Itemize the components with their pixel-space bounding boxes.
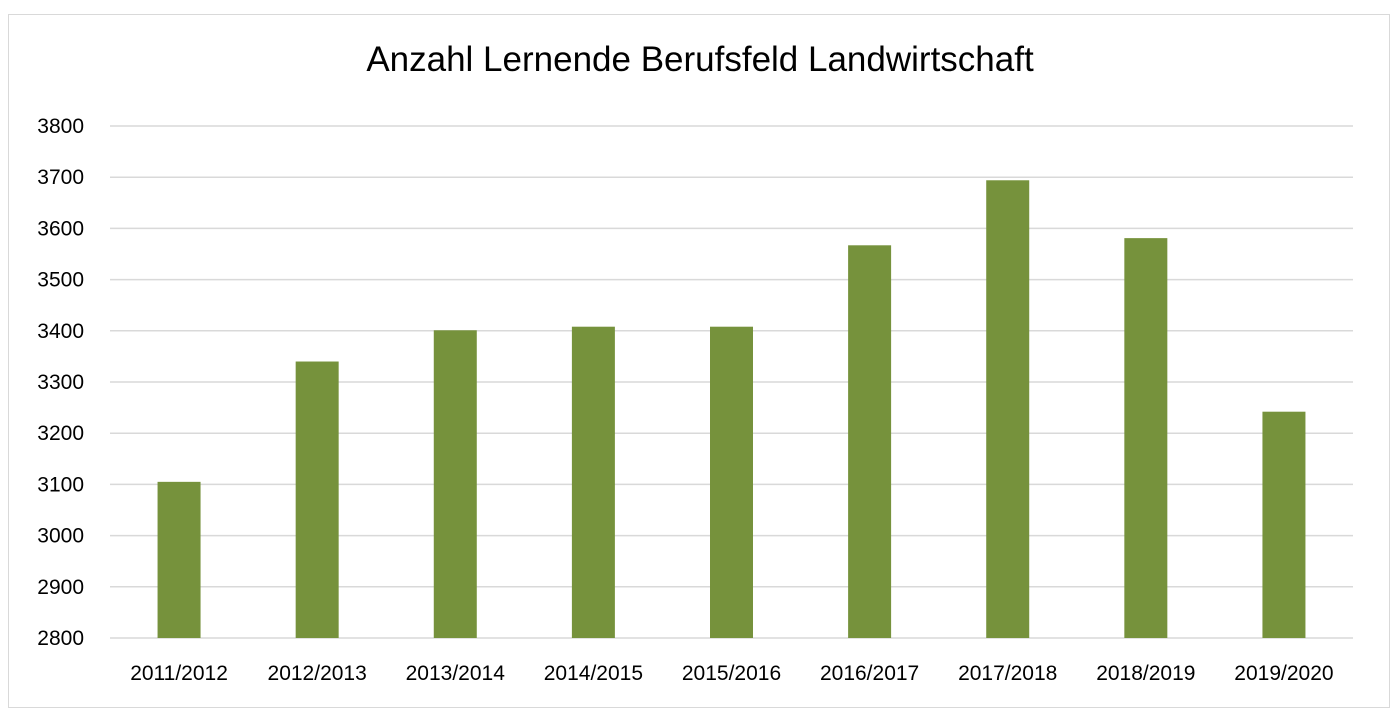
bar <box>571 326 615 638</box>
y-tick-label: 2800 <box>37 627 84 650</box>
x-tick-label: 2016/2017 <box>820 662 919 685</box>
y-tick-label: 3000 <box>37 525 84 548</box>
x-tick-label: 2014/2015 <box>544 662 643 685</box>
bar <box>1262 411 1306 638</box>
bar <box>1124 238 1168 639</box>
y-axis-tick-labels: 2800 2900 3000 3100 3200 3300 3400 3500 3600 3700… <box>37 115 84 650</box>
y-tick-label: 3400 <box>37 320 84 343</box>
bars <box>157 180 1306 639</box>
bar <box>848 245 892 638</box>
bar <box>433 330 477 638</box>
x-tick-label: 2019/2020 <box>1234 662 1333 685</box>
x-tick-label: 2013/2014 <box>406 662 506 685</box>
chart-title: Anzahl Lernende Berufsfeld Landwirtschaf… <box>366 40 1034 79</box>
x-tick-label: 2017/2018 <box>958 662 1057 685</box>
y-tick-label: 3300 <box>37 371 84 394</box>
x-tick-label: 2012/2013 <box>268 662 367 685</box>
bar <box>986 180 1030 638</box>
y-tick-label: 3100 <box>37 473 84 496</box>
x-tick-label: 2018/2019 <box>1096 662 1195 685</box>
y-tick-label: 3700 <box>37 166 84 189</box>
bar <box>295 361 339 638</box>
bar <box>157 481 201 638</box>
y-tick-label: 3800 <box>37 115 84 138</box>
x-tick-label: 2011/2012 <box>130 662 228 685</box>
y-tick-label: 3200 <box>37 422 84 445</box>
y-tick-label: 3600 <box>37 217 84 240</box>
x-axis-tick-labels: 2011/2012 2012/2013 2013/2014 2014/2015 2015… <box>130 662 1333 685</box>
bar <box>710 326 753 638</box>
y-tick-label: 2900 <box>37 576 84 599</box>
y-tick-label: 3500 <box>37 269 84 292</box>
x-tick-label: 2015/2016 <box>682 662 781 685</box>
